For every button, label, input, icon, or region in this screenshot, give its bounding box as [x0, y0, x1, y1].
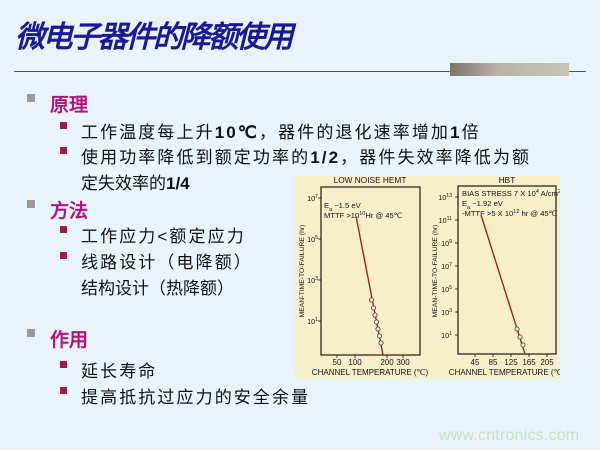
svg-text:205: 205 — [540, 358, 554, 367]
svg-text:125: 125 — [504, 358, 518, 367]
svg-text:300: 300 — [396, 358, 410, 367]
svg-text:CHANNEL TEMPERATURE (℃): CHANNEL TEMPERATURE (℃) — [312, 368, 429, 377]
svg-text:MEAN-TIME-TO-FAILURE (hr): MEAN-TIME-TO-FAILURE (hr) — [299, 225, 306, 318]
svg-text:-MTTF >5 X 1012 hr @ 45℃: -MTTF >5 X 1012 hr @ 45℃ — [462, 209, 558, 218]
svg-text:50: 50 — [333, 358, 342, 367]
svg-text:MEAN-TIME-TO-FAILURE (hr): MEAN-TIME-TO-FAILURE (hr) — [432, 225, 439, 318]
svg-text:100: 100 — [348, 358, 362, 367]
svg-text:HBT: HBT — [499, 176, 516, 185]
svg-text:CHANNEL TEMPERATURE (℃): CHANNEL TEMPERATURE (℃) — [449, 368, 560, 377]
svg-text:LOW NOISE HEMT: LOW NOISE HEMT — [334, 176, 407, 185]
svg-text:45: 45 — [471, 358, 480, 367]
svg-text:85: 85 — [489, 358, 498, 367]
svg-text:BIAS STRESS 7 X 104 A/cm2: BIAS STRESS 7 X 104 A/cm2 — [462, 189, 560, 198]
svg-text:165: 165 — [522, 358, 536, 367]
svg-text:200: 200 — [380, 358, 394, 367]
